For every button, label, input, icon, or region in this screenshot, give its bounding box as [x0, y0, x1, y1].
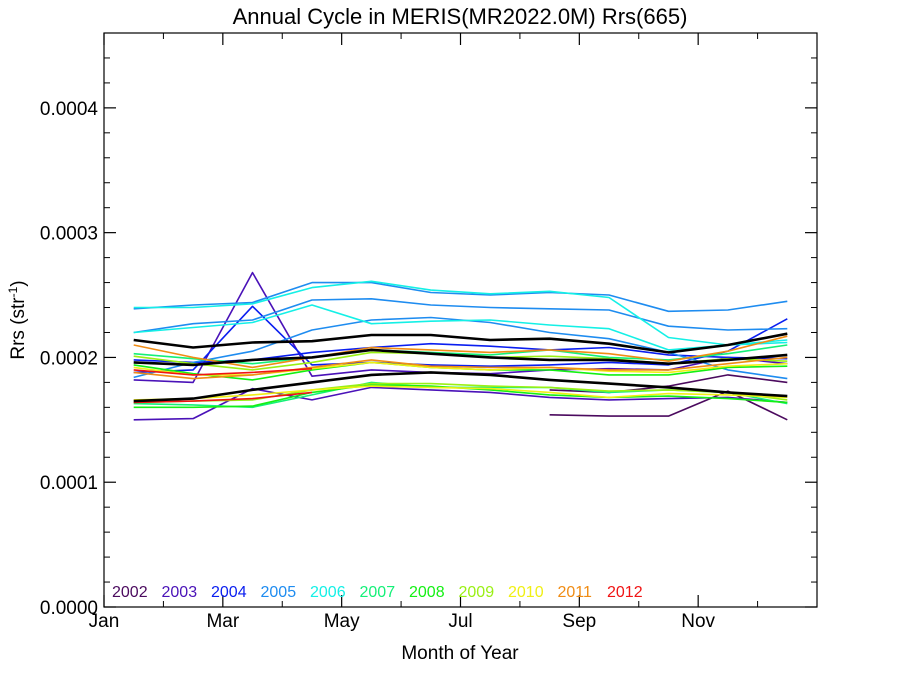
- legend-entry-2008: 2008: [409, 584, 445, 601]
- x-tick-label: Sep: [562, 611, 596, 632]
- series-line-18: [133, 385, 788, 401]
- series-line-10: [133, 304, 788, 351]
- series-line-21: [133, 367, 313, 376]
- legend: 2002 2003 2004 2005 2006 2007 2008 2009 2010 2011…: [112, 584, 643, 601]
- series-line-3: [133, 386, 788, 421]
- series-layer: [133, 271, 788, 421]
- x-tick-label: Nov: [681, 611, 715, 632]
- series-line-16: [133, 382, 788, 404]
- x-tick-label: Mar: [206, 611, 239, 632]
- legend-entry-2005: 2005: [261, 584, 297, 601]
- legend-entry-2002: 2002: [112, 584, 148, 601]
- x-tick-label: May: [324, 611, 360, 632]
- legend-entry-2006: 2006: [310, 584, 346, 601]
- y-axis: 0.0000 0.0001 0.0002 0.0003 0.0004: [40, 57, 817, 619]
- legend-entry-2010: 2010: [508, 584, 544, 601]
- series-line-25: [133, 371, 788, 403]
- y-tick-label: 0.0003: [40, 224, 98, 245]
- y-axis-label: Rrs (str-1): [6, 280, 29, 359]
- legend-entry-2007: 2007: [360, 584, 396, 601]
- series-line-9: [133, 280, 788, 346]
- legend-entry-2012: 2012: [607, 584, 643, 601]
- series-line-24: [133, 348, 788, 367]
- y-axis-label-superscript: -1: [6, 286, 20, 297]
- legend-entry-2011: 2011: [558, 584, 593, 601]
- y-axis-label-main: Rrs (str: [8, 297, 29, 360]
- legend-entry-2003: 2003: [162, 584, 198, 601]
- chart-title: Annual Cycle in MERIS(MR2022.0M) Rrs(665…: [233, 4, 688, 29]
- series-line-20: [133, 356, 788, 380]
- x-axis-label: Month of Year: [401, 643, 519, 664]
- y-tick-label: 0.0004: [40, 99, 99, 120]
- x-tick-label: Jul: [448, 611, 472, 632]
- legend-entry-2009: 2009: [459, 584, 495, 601]
- x-axis: Jan Mar May Jul Sep Nov: [89, 33, 759, 632]
- series-line-22: [133, 391, 313, 404]
- legend-entry-2004: 2004: [211, 584, 247, 601]
- x-tick-label: Jan: [89, 611, 120, 632]
- y-tick-label: 0.0002: [40, 348, 98, 369]
- y-tick-label: 0.0000: [40, 598, 98, 619]
- series-line-23: [133, 332, 788, 354]
- y-axis-label-close: ): [8, 280, 29, 286]
- series-line-6: [133, 281, 788, 313]
- y-tick-label: 0.0001: [40, 473, 98, 494]
- series-line-7: [133, 297, 788, 334]
- series-line-19: [133, 335, 788, 369]
